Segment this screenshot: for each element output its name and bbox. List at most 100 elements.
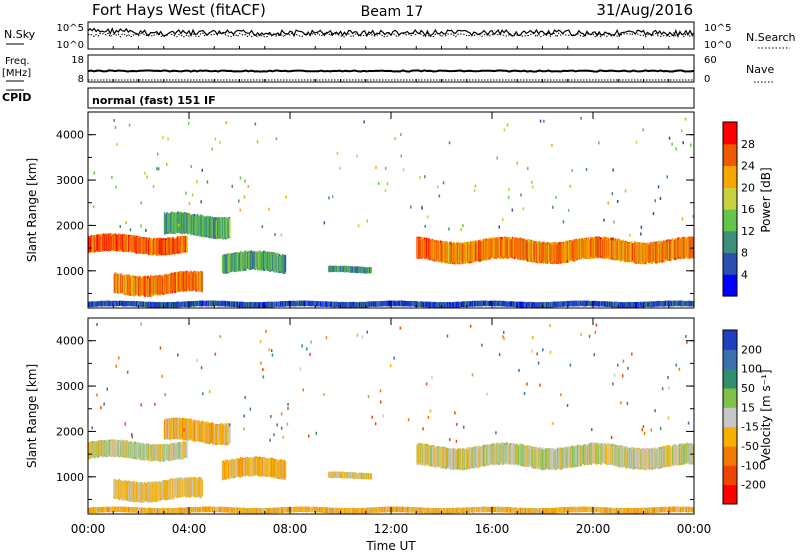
heatmap-cell (162, 136, 164, 140)
heatmap-cell (474, 184, 477, 188)
heatmap-cell (460, 228, 462, 231)
heatmap-cell (410, 205, 412, 209)
heatmap-cell (498, 225, 500, 229)
heatmap-cell (386, 182, 389, 186)
heatmap-cell (254, 122, 257, 126)
heatmap-cell (167, 137, 169, 141)
heatmap-cell (421, 206, 423, 210)
noise-search-label: N.Search (746, 31, 796, 44)
heatmap-cell (539, 119, 542, 123)
power-colorbar-tick-label: 12 (741, 225, 755, 238)
heatmap-cell (448, 141, 451, 145)
power-ylabel: Slant Range [km] (25, 158, 39, 262)
heatmap-cell (659, 196, 662, 200)
station-title: Fort Hays West (fitACF) (92, 1, 266, 19)
heatmap-cell (186, 441, 188, 458)
heatmap-cell (598, 141, 600, 145)
power-heatmap (88, 116, 694, 308)
heatmap-cell (555, 195, 557, 199)
noise-left-tick-bottom: 10^0 (57, 40, 84, 51)
noise-panel-frame (87, 21, 695, 50)
power-colorbar-tick-label: 8 (741, 247, 748, 260)
heatmap-cell (239, 208, 241, 212)
y-tick-label: 2000 (56, 219, 84, 232)
heatmap-cell (668, 136, 671, 140)
y-tick-label: 4000 (56, 129, 84, 142)
heatmap-cell (229, 218, 231, 237)
heatmap-cell (613, 220, 615, 224)
heatmap-cell (507, 195, 510, 199)
heatmap-cell (567, 208, 570, 212)
heatmap-cell (363, 120, 365, 124)
heatmap-cell (642, 128, 644, 132)
heatmap-cell (114, 125, 117, 129)
freq-left-tick-top: 18 (71, 55, 84, 66)
heatmap-cell (156, 167, 158, 171)
heatmap-cell (140, 224, 142, 228)
cpid-panel-frame (87, 87, 695, 109)
heatmap-cell (690, 143, 692, 147)
heatmap-cell (177, 223, 180, 227)
power-colorbar-tick-label: 20 (741, 181, 755, 194)
freq-label-1: Freq. (5, 56, 30, 67)
heatmap-cell (611, 192, 614, 196)
y-tick-label: 3000 (56, 174, 84, 187)
heatmap-cell (426, 215, 429, 219)
heatmap-cell (402, 168, 405, 172)
heatmap-cell (419, 175, 421, 179)
heatmap-cell (186, 236, 188, 253)
heatmap-cell (146, 175, 148, 179)
heatmap-cell (331, 195, 334, 199)
beam-title: Beam 17 (361, 4, 424, 20)
velocity-heatmap (88, 322, 694, 514)
heatmap-cell (268, 207, 270, 211)
heatmap-cell (187, 121, 190, 125)
heatmap-cell (503, 128, 506, 132)
heatmap-cell (116, 142, 118, 146)
heatmap-cell (231, 184, 233, 188)
cpid-text: normal (fast) 151 IF (92, 94, 216, 107)
heatmap-cell (284, 462, 287, 478)
heatmap-cell (225, 121, 227, 125)
heatmap-cell (527, 167, 529, 170)
heatmap-cell (612, 168, 614, 172)
heatmap-cell (394, 137, 396, 141)
heatmap-cell (666, 175, 668, 179)
heatmap-cell (93, 171, 96, 175)
heatmap-cell (580, 116, 582, 120)
heatmap-cell (201, 168, 203, 172)
heatmap-cell (219, 140, 221, 144)
noise-right-tick-top: 10^5 (704, 23, 731, 34)
heatmap-cell (284, 254, 287, 272)
freq-panel-frame (87, 54, 695, 83)
heatmap-cell (384, 188, 387, 192)
colorbar-swatch (723, 187, 737, 210)
heatmap-cell (152, 185, 155, 188)
heatmap-cell (681, 129, 683, 133)
heatmap-cell (640, 225, 643, 229)
noise-sky-trace (87, 27, 695, 38)
heatmap-cell (682, 141, 684, 145)
heatmap-cell (370, 267, 372, 273)
heatmap-cell (522, 207, 525, 211)
heatmap-cell (571, 169, 573, 173)
heatmap-cell (196, 180, 198, 184)
freq-left-tick-bottom: 8 (78, 74, 84, 85)
colorbar-swatch (723, 230, 737, 254)
heatmap-cell (145, 228, 147, 232)
heatmap-cell (502, 217, 504, 221)
heatmap-cell (681, 217, 684, 221)
heatmap-cell (176, 218, 179, 222)
heatmap-cell (377, 182, 380, 185)
heatmap-cell (239, 176, 242, 180)
nave-right-tick-top: 60 (704, 55, 717, 66)
heatmap-cell (616, 200, 619, 203)
heatmap-cell (684, 117, 687, 121)
heatmap-cell (635, 140, 638, 144)
heatmap-cell (244, 179, 246, 183)
heatmap-cell (125, 221, 127, 224)
heatmap-cell (375, 166, 377, 169)
heatmap-cell (280, 233, 283, 237)
heatmap-cell (657, 185, 660, 189)
